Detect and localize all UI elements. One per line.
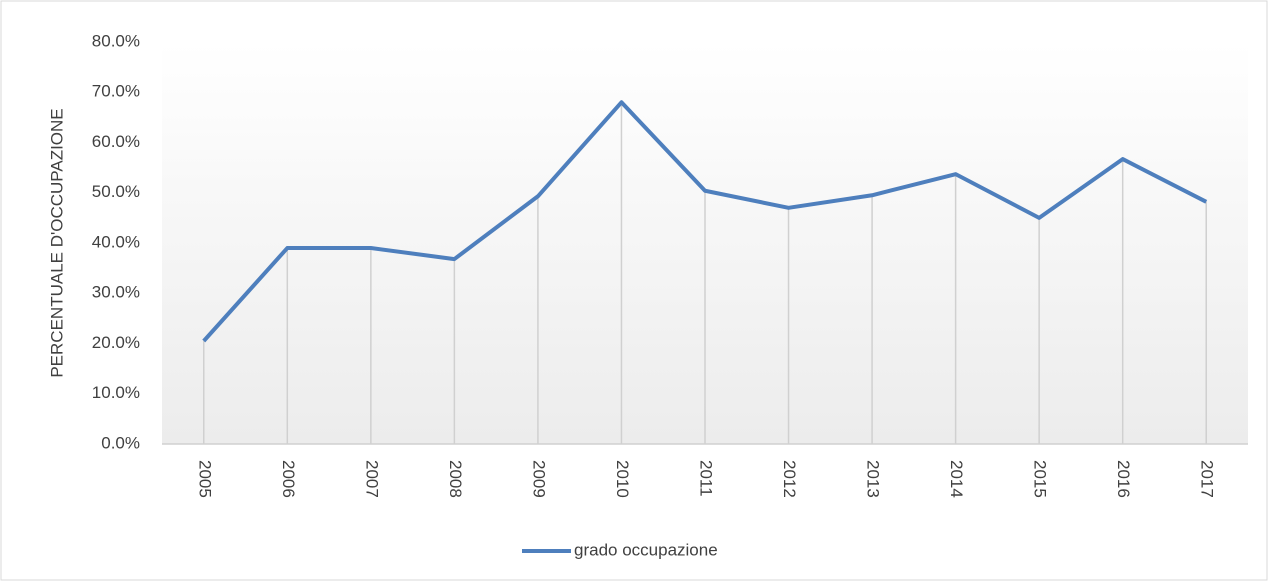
x-tick-label: 2017: [1198, 460, 1217, 498]
legend-label: grado occupazione: [574, 540, 718, 559]
y-tick-label: 0.0%: [101, 433, 140, 452]
series-line: [202, 100, 1208, 343]
x-tick-label: 2012: [780, 460, 799, 498]
x-tick-label: 2010: [613, 460, 632, 498]
y-tick-label: 80.0%: [92, 31, 140, 50]
y-tick-label: 40.0%: [92, 232, 140, 251]
y-tick-label: 20.0%: [92, 333, 140, 352]
x-tick-label: 2006: [279, 460, 298, 498]
x-tick-label: 2011: [697, 460, 716, 497]
x-tick-label: 2008: [446, 460, 465, 498]
x-tick-label: 2005: [195, 460, 214, 498]
y-axis-title: PERCENTUALE D'OCCUPAZIONE: [47, 108, 66, 377]
x-tick-label: 2007: [362, 460, 381, 498]
x-tick-label: 2015: [1031, 460, 1050, 498]
y-tick-label: 50.0%: [92, 182, 140, 201]
x-tick-label: 2013: [864, 460, 883, 498]
x-tick-label: 2016: [1114, 460, 1133, 498]
y-tick-label: 70.0%: [92, 82, 140, 101]
y-tick-label: 30.0%: [92, 283, 140, 302]
y-tick-label: 10.0%: [92, 383, 140, 402]
x-tick-label: 2014: [947, 460, 966, 498]
x-tick-label: 2009: [529, 460, 548, 498]
y-tick-label: 60.0%: [92, 132, 140, 151]
